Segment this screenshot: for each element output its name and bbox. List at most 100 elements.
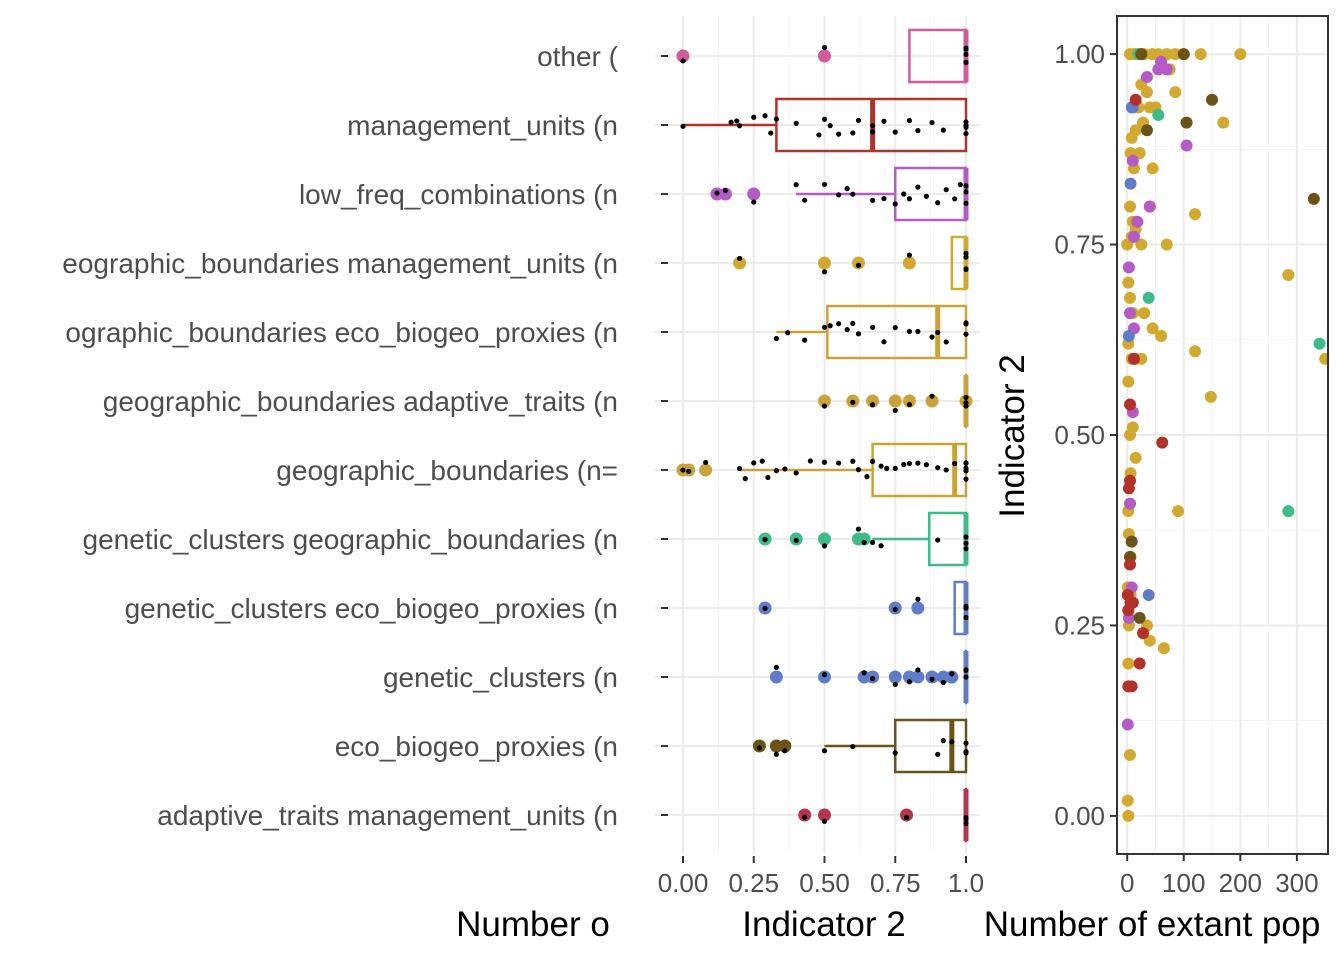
jitter-point bbox=[762, 605, 768, 612]
scatter-point bbox=[1217, 116, 1230, 129]
scatter-point bbox=[1129, 93, 1142, 106]
outlier-point bbox=[718, 187, 732, 201]
jitter-point bbox=[807, 458, 813, 464]
scatter-point bbox=[1189, 345, 1202, 358]
jitter-point bbox=[943, 187, 949, 193]
jitter-point bbox=[773, 664, 779, 670]
y-tick-label: 0.50 bbox=[1054, 420, 1105, 450]
jitter-point bbox=[751, 460, 757, 466]
scatter-point bbox=[1282, 269, 1295, 282]
jitter-point bbox=[782, 748, 788, 754]
jitter-point bbox=[935, 751, 941, 757]
scatter-point bbox=[1194, 48, 1207, 61]
scatter-point bbox=[1142, 291, 1155, 304]
scatter-point bbox=[1189, 208, 1202, 221]
jitter-point bbox=[892, 129, 898, 135]
jitter-point bbox=[870, 324, 876, 330]
x-tick-label: 0.75 bbox=[870, 868, 921, 898]
jitter-point bbox=[722, 188, 729, 194]
scatter-point bbox=[1127, 230, 1140, 243]
scatter-point bbox=[1234, 48, 1247, 61]
jitter-point bbox=[737, 123, 743, 129]
scatter-point bbox=[1282, 505, 1295, 518]
scatter-point bbox=[1156, 436, 1169, 449]
jitter-point bbox=[870, 123, 876, 129]
jitter-point bbox=[929, 119, 935, 126]
outlier-point bbox=[900, 808, 914, 822]
jitter-point bbox=[963, 534, 969, 540]
outlier-point bbox=[818, 49, 831, 63]
jitter-point bbox=[963, 254, 969, 260]
y-tick-label: 0.75 bbox=[1054, 230, 1105, 260]
jitter-point bbox=[923, 193, 929, 199]
scatter-point bbox=[1124, 748, 1137, 761]
jitter-point bbox=[836, 460, 842, 466]
jitter-point bbox=[765, 474, 771, 481]
jitter-point bbox=[929, 676, 935, 682]
scatter-point bbox=[1177, 48, 1190, 61]
jitter-point bbox=[680, 467, 686, 473]
jitter-point bbox=[963, 130, 969, 137]
scatter-point bbox=[1124, 177, 1137, 190]
jitter-point bbox=[821, 403, 828, 409]
scatter-point bbox=[1160, 238, 1173, 251]
jitter-point bbox=[686, 468, 692, 474]
jitter-point bbox=[816, 132, 822, 138]
jitter-point bbox=[935, 200, 941, 206]
scatter-panel-ylabel: Indicator 2 bbox=[993, 354, 1032, 517]
jitter-point bbox=[836, 321, 842, 327]
y-tick-label: 1.00 bbox=[1054, 39, 1105, 69]
jitter-point bbox=[963, 816, 969, 822]
scatter-point bbox=[1131, 215, 1144, 228]
x-tick-label: 300 bbox=[1275, 868, 1318, 898]
jitter-point bbox=[963, 740, 969, 746]
jitter-point bbox=[901, 191, 907, 197]
jitter-point bbox=[884, 465, 890, 472]
jitter-point bbox=[793, 537, 799, 544]
jitter-point bbox=[915, 460, 921, 466]
scatter-point bbox=[1319, 352, 1328, 365]
jitter-point bbox=[821, 459, 828, 465]
jitter-point bbox=[963, 674, 969, 680]
jitter-point bbox=[915, 128, 921, 134]
outlier-point bbox=[902, 394, 916, 408]
jitter-point bbox=[870, 197, 876, 203]
scatter-point bbox=[1122, 329, 1135, 342]
jitter-point bbox=[929, 334, 935, 340]
jitter-point bbox=[742, 476, 748, 482]
jitter-point bbox=[855, 526, 862, 532]
category-label: adaptive_traits management_units (n bbox=[157, 800, 618, 831]
x-tick-label: 0.00 bbox=[658, 868, 709, 898]
scatter-point bbox=[1180, 139, 1193, 152]
jitter-point bbox=[827, 323, 833, 329]
jitter-point bbox=[802, 337, 808, 343]
category-label: genetic_clusters geographic_boundaries (… bbox=[83, 524, 618, 555]
jitter-point bbox=[850, 399, 856, 405]
jitter-point bbox=[963, 394, 969, 401]
scatter-point bbox=[1122, 657, 1135, 670]
outlier-point bbox=[902, 256, 916, 270]
jitter-point bbox=[793, 120, 799, 126]
jitter-point bbox=[878, 463, 884, 469]
jitter-point bbox=[855, 331, 862, 337]
outlier-point bbox=[818, 532, 831, 546]
scatter-point bbox=[1122, 809, 1135, 822]
jitter-point bbox=[861, 670, 867, 676]
outlier-point bbox=[747, 187, 761, 201]
x-tick-label: 1.0 bbox=[948, 868, 984, 898]
outlier-point bbox=[925, 394, 939, 408]
jitter-point bbox=[963, 320, 969, 326]
outlier-point bbox=[911, 601, 925, 615]
jitter-point bbox=[782, 466, 788, 472]
scatter-point bbox=[1140, 70, 1153, 83]
jitter-point bbox=[861, 539, 867, 546]
scatter-point bbox=[1122, 375, 1135, 388]
scatter-point bbox=[1307, 192, 1320, 205]
jitter-point bbox=[906, 196, 913, 202]
scatter-point bbox=[1122, 276, 1135, 289]
jitter-point bbox=[850, 130, 856, 136]
scatter-point bbox=[1124, 307, 1137, 320]
scatter-point bbox=[1122, 482, 1135, 495]
jitter-point bbox=[802, 814, 808, 820]
